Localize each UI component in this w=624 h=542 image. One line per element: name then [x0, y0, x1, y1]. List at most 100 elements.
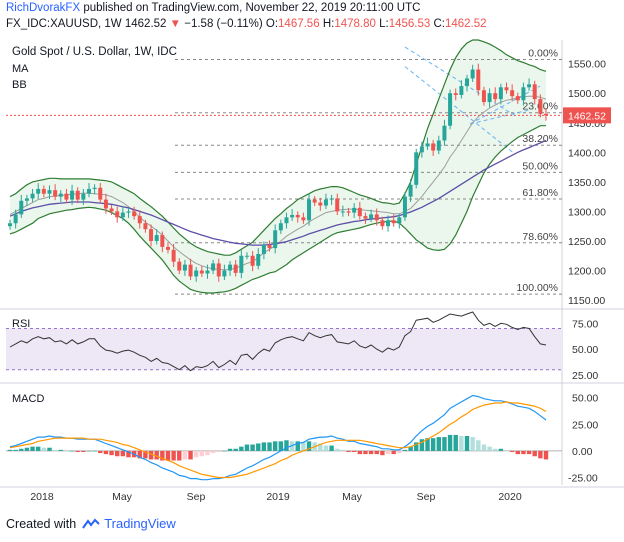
- candle-body: [329, 198, 334, 200]
- high-label: H:: [322, 18, 335, 30]
- price-axis-tick: 1250.00: [568, 236, 606, 248]
- fib-level-label: 50.00%: [522, 160, 558, 172]
- macd-histogram-bar: [109, 450, 114, 456]
- candle-body: [19, 200, 24, 215]
- candle-body: [228, 264, 233, 271]
- legend-bb: BB: [12, 79, 27, 91]
- time-axis-tick: 2020: [498, 491, 522, 503]
- macd-histogram-bar: [41, 447, 47, 451]
- candle-body: [323, 199, 328, 206]
- candle-body: [386, 220, 391, 227]
- candle-body: [442, 125, 447, 141]
- candle-body: [256, 253, 261, 266]
- candle-body: [154, 235, 159, 241]
- macd-histogram-bar: [464, 436, 470, 451]
- macd-histogram-bar: [115, 450, 120, 457]
- candle-body: [448, 93, 453, 126]
- macd-histogram-bar: [306, 441, 312, 451]
- macd-histogram-bar: [256, 443, 261, 451]
- macd-histogram-bar: [532, 450, 537, 457]
- candle-body: [369, 214, 374, 219]
- candle-body: [453, 93, 458, 95]
- macd-histogram-bar: [24, 447, 30, 451]
- macd-histogram-bar: [543, 450, 549, 460]
- candle-body: [419, 146, 424, 153]
- rsi-title: RSI: [12, 318, 30, 330]
- candle-body: [244, 255, 249, 257]
- macd-histogram-bar: [295, 441, 300, 451]
- fib-level-label: 78.60%: [522, 231, 558, 243]
- tradingview-brand[interactable]: TradingView: [104, 516, 176, 531]
- macd-histogram-bar: [86, 450, 92, 452]
- candle-body: [222, 270, 227, 277]
- candle-body: [120, 212, 125, 218]
- macd-histogram-bar: [515, 450, 520, 455]
- candle-body: [374, 214, 379, 221]
- symbol-label: FX_IDC:XAUUSD, 1W: [6, 18, 122, 30]
- candle-body: [335, 198, 340, 212]
- candle-body: [8, 223, 12, 227]
- price-axis-tick: 1200.00: [568, 266, 606, 278]
- rsi-axis-tick: 75.00: [572, 318, 598, 330]
- macd-histogram-bar: [493, 448, 498, 451]
- macd-histogram-bar: [250, 444, 255, 451]
- rsi-band: [6, 328, 562, 370]
- candle-body: [92, 187, 97, 189]
- rsi-line: [9, 311, 547, 372]
- macd-histogram-bar: [323, 445, 329, 451]
- candle-body: [312, 199, 317, 203]
- candle-body: [143, 223, 148, 230]
- macd-axis-tick: -25.00: [568, 473, 598, 485]
- macd-histogram-bar: [357, 450, 363, 455]
- macd-histogram-bar: [374, 450, 379, 455]
- candle-body: [498, 87, 503, 100]
- candle-body: [493, 93, 498, 100]
- candle-body: [194, 270, 199, 277]
- macd-histogram-bar: [81, 450, 86, 452]
- last-price-tag-bg: [563, 107, 611, 124]
- macd-histogram-bar: [414, 442, 419, 451]
- candle-body: [431, 143, 436, 151]
- macd-histogram-bar: [397, 450, 402, 454]
- published-text: published on TradingView.com, November 2…: [80, 2, 421, 14]
- macd-histogram-bar: [335, 448, 340, 451]
- candle-body: [58, 193, 63, 197]
- macd-histogram-bar: [267, 442, 272, 451]
- open-value: 1467.56: [278, 18, 320, 30]
- macd-histogram-bar: [165, 450, 171, 461]
- candle-body: [295, 214, 300, 218]
- candle-body: [318, 202, 323, 206]
- high-value: 1478.80: [334, 18, 376, 30]
- fib-level-label: 38.20%: [522, 133, 558, 145]
- macd-histogram-bar: [188, 450, 193, 460]
- macd-histogram-bar: [504, 450, 509, 452]
- legend-ma: MA: [12, 63, 29, 75]
- candle-body: [160, 235, 165, 247]
- macd-histogram-bar: [143, 450, 148, 459]
- price-axis-tick: 1300.00: [568, 206, 606, 218]
- macd-histogram-bar: [126, 450, 131, 458]
- candle-body: [30, 193, 35, 199]
- footer: Created with TradingView: [6, 516, 176, 531]
- channel-line: [469, 85, 541, 125]
- candle-body: [86, 188, 91, 194]
- candle-body: [267, 245, 272, 249]
- macd-histogram-bar: [419, 439, 425, 451]
- macd-histogram-bar: [137, 450, 142, 459]
- tradingview-logo-icon: [82, 518, 100, 529]
- candle-body: [216, 263, 221, 277]
- price-axis-tick: 1550.00: [568, 59, 606, 71]
- macd-histogram-bar: [222, 450, 227, 452]
- candle-body: [24, 198, 29, 201]
- macd-histogram-bar: [239, 446, 244, 451]
- macd-histogram-bar: [351, 450, 357, 452]
- author-link[interactable]: RichDvorakFX: [6, 2, 81, 14]
- candle-body: [301, 217, 306, 221]
- macd-axis-tick: 0.00: [572, 446, 593, 458]
- candle-body: [481, 90, 486, 103]
- time-axis-tick: Sep: [417, 491, 436, 503]
- macd-histogram-bar: [205, 450, 210, 456]
- rsi-axis-tick: 25.00: [572, 370, 598, 382]
- bb-upper-line: [9, 39, 547, 256]
